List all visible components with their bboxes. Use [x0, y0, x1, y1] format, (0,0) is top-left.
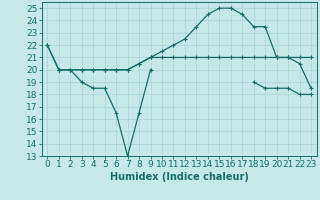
X-axis label: Humidex (Indice chaleur): Humidex (Indice chaleur) [110, 172, 249, 182]
